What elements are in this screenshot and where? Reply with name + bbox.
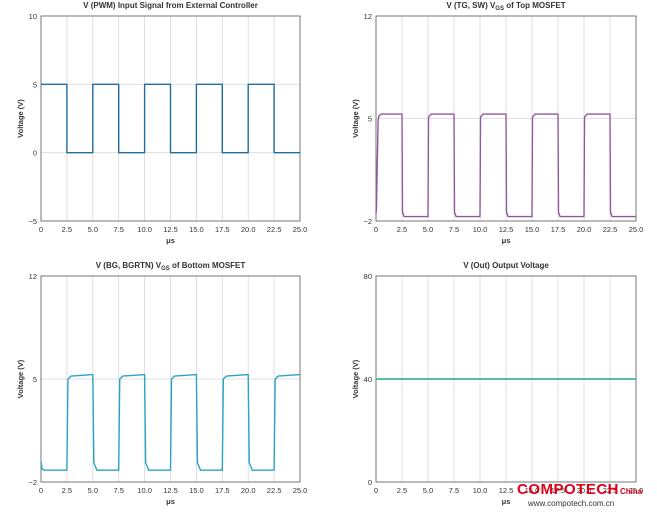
x-tick-label: 22.5: [267, 486, 282, 495]
series-line: [375, 113, 636, 218]
chart-title-subscript: GS: [161, 266, 170, 272]
x-tick-label: 7.5: [449, 486, 459, 495]
chart-title-main: V (BG, BGRTN) V: [96, 261, 162, 270]
y-axis-label: Voltage (V): [16, 359, 25, 398]
y-tick-label: 10: [29, 12, 37, 21]
chart-1: V (PWM) Input Signal from External Contr…: [16, 1, 307, 245]
x-tick-label: 7.5: [113, 486, 123, 495]
x-tick-label: 2.5: [397, 486, 407, 495]
x-tick-label: 25.0: [293, 486, 308, 495]
y-tick-label: 5: [368, 115, 372, 124]
x-tick-label: 25.0: [629, 225, 644, 234]
watermark-url: www.compotech.com.cn: [527, 499, 614, 508]
chart-title: V (BG, BGRTN) VGS of Bottom MOSFET: [96, 261, 246, 272]
x-axis-label: μs: [166, 497, 175, 506]
x-tick-label: 25.0: [629, 486, 644, 495]
x-tick-label: 10.0: [137, 225, 152, 234]
chart-title: V (Out) Output Voltage: [463, 261, 549, 270]
x-tick-label: 5.0: [423, 225, 433, 234]
chart-title-rest: of Top MOSFET: [504, 1, 566, 10]
x-tick-label: 5.0: [88, 225, 98, 234]
series-line: [40, 373, 301, 471]
x-tick-label: 7.5: [449, 225, 459, 234]
y-axis-label: Voltage (V): [16, 99, 25, 138]
chart-title: V (TG, SW) VGS of Top MOSFET: [446, 1, 565, 12]
x-tick-label: 22.5: [603, 225, 618, 234]
y-tick-label: 40: [364, 375, 372, 384]
chart-title: V (PWM) Input Signal from External Contr…: [83, 1, 258, 10]
chart-title-main: V (TG, SW) V: [446, 1, 496, 10]
plot-area: [375, 15, 637, 222]
y-tick-label: 5: [33, 375, 37, 384]
plot-area: [40, 275, 301, 483]
x-tick-label: 12.5: [499, 486, 514, 495]
x-tick-label: 17.5: [551, 486, 566, 495]
x-tick-label: 17.5: [215, 486, 230, 495]
x-tick-label: 15.0: [189, 486, 204, 495]
y-tick-label: −2: [363, 217, 372, 226]
x-tick-label: 20.0: [577, 486, 592, 495]
chart-4: V (Out) Output Voltage 0 2.5 5.0 7.5 10.0 12.5…: [351, 261, 643, 506]
x-axis-label: μs: [166, 236, 175, 245]
x-tick-label: 15.0: [525, 225, 540, 234]
y-tick-label: 5: [33, 80, 37, 89]
x-tick-label: 20.0: [577, 225, 592, 234]
x-tick-label: 12.5: [163, 486, 178, 495]
x-tick-label: 22.5: [603, 486, 618, 495]
x-tick-label: 5.0: [423, 486, 433, 495]
x-tick-label: 0: [39, 486, 43, 495]
x-tick-label: 12.5: [163, 225, 178, 234]
y-axis-label: Voltage (V): [351, 99, 360, 138]
x-tick-label: 0: [374, 486, 378, 495]
x-tick-label: 2.5: [62, 486, 72, 495]
x-axis-label: μs: [502, 236, 511, 245]
x-tick-label: 7.5: [113, 225, 123, 234]
x-tick-label: 15.0: [525, 486, 540, 495]
y-tick-label: 0: [33, 149, 37, 158]
x-tick-label: 20.0: [241, 225, 256, 234]
watermark-region: China: [620, 487, 643, 496]
y-tick-label: 12: [364, 12, 372, 21]
x-tick-label: 22.5: [267, 225, 282, 234]
chart-title-main: V (Out) Output Voltage: [463, 261, 549, 270]
y-tick-label: 0: [368, 478, 372, 487]
x-tick-label: 0: [374, 225, 378, 234]
x-tick-label: 10.0: [473, 486, 488, 495]
x-tick-label: 2.5: [62, 225, 72, 234]
x-tick-label: 17.5: [551, 225, 566, 234]
x-tick-label: 5.0: [88, 486, 98, 495]
y-tick-label: 12: [29, 272, 37, 281]
chart-title-rest: of Bottom MOSFET: [170, 261, 246, 270]
y-tick-label: 80: [364, 272, 372, 281]
x-tick-label: 25.0: [293, 225, 308, 234]
x-axis-label: μs: [502, 497, 511, 506]
x-tick-label: 20.0: [241, 486, 256, 495]
x-tick-label: 10.0: [473, 225, 488, 234]
x-tick-label: 0: [39, 225, 43, 234]
watermark-brand: COMPOTECH: [517, 481, 619, 498]
x-tick-label: 15.0: [189, 225, 204, 234]
chart-title-main: V (PWM) Input Signal from External Contr…: [83, 1, 258, 10]
plot-area: [40, 15, 301, 222]
x-tick-label: 2.5: [397, 225, 407, 234]
chart-title-subscript: GS: [495, 6, 504, 12]
y-tick-label: −5: [28, 217, 37, 226]
x-tick-label: 12.5: [499, 225, 514, 234]
series-line: [41, 83, 300, 154]
chart-3: V (BG, BGRTN) VGS of Bottom MOSFET 0 2.5 5.…: [16, 261, 307, 506]
y-tick-label: −2: [28, 478, 37, 487]
y-axis-label: Voltage (V): [351, 359, 360, 398]
chart-2: V (TG, SW) VGS of Top MOSFET 0 2.5 5.0 7.5 10…: [351, 1, 643, 245]
watermark: COMPOTECH China www.compotech.com.cn: [517, 481, 643, 508]
x-tick-label: 17.5: [215, 225, 230, 234]
x-tick-label: 10.0: [137, 486, 152, 495]
